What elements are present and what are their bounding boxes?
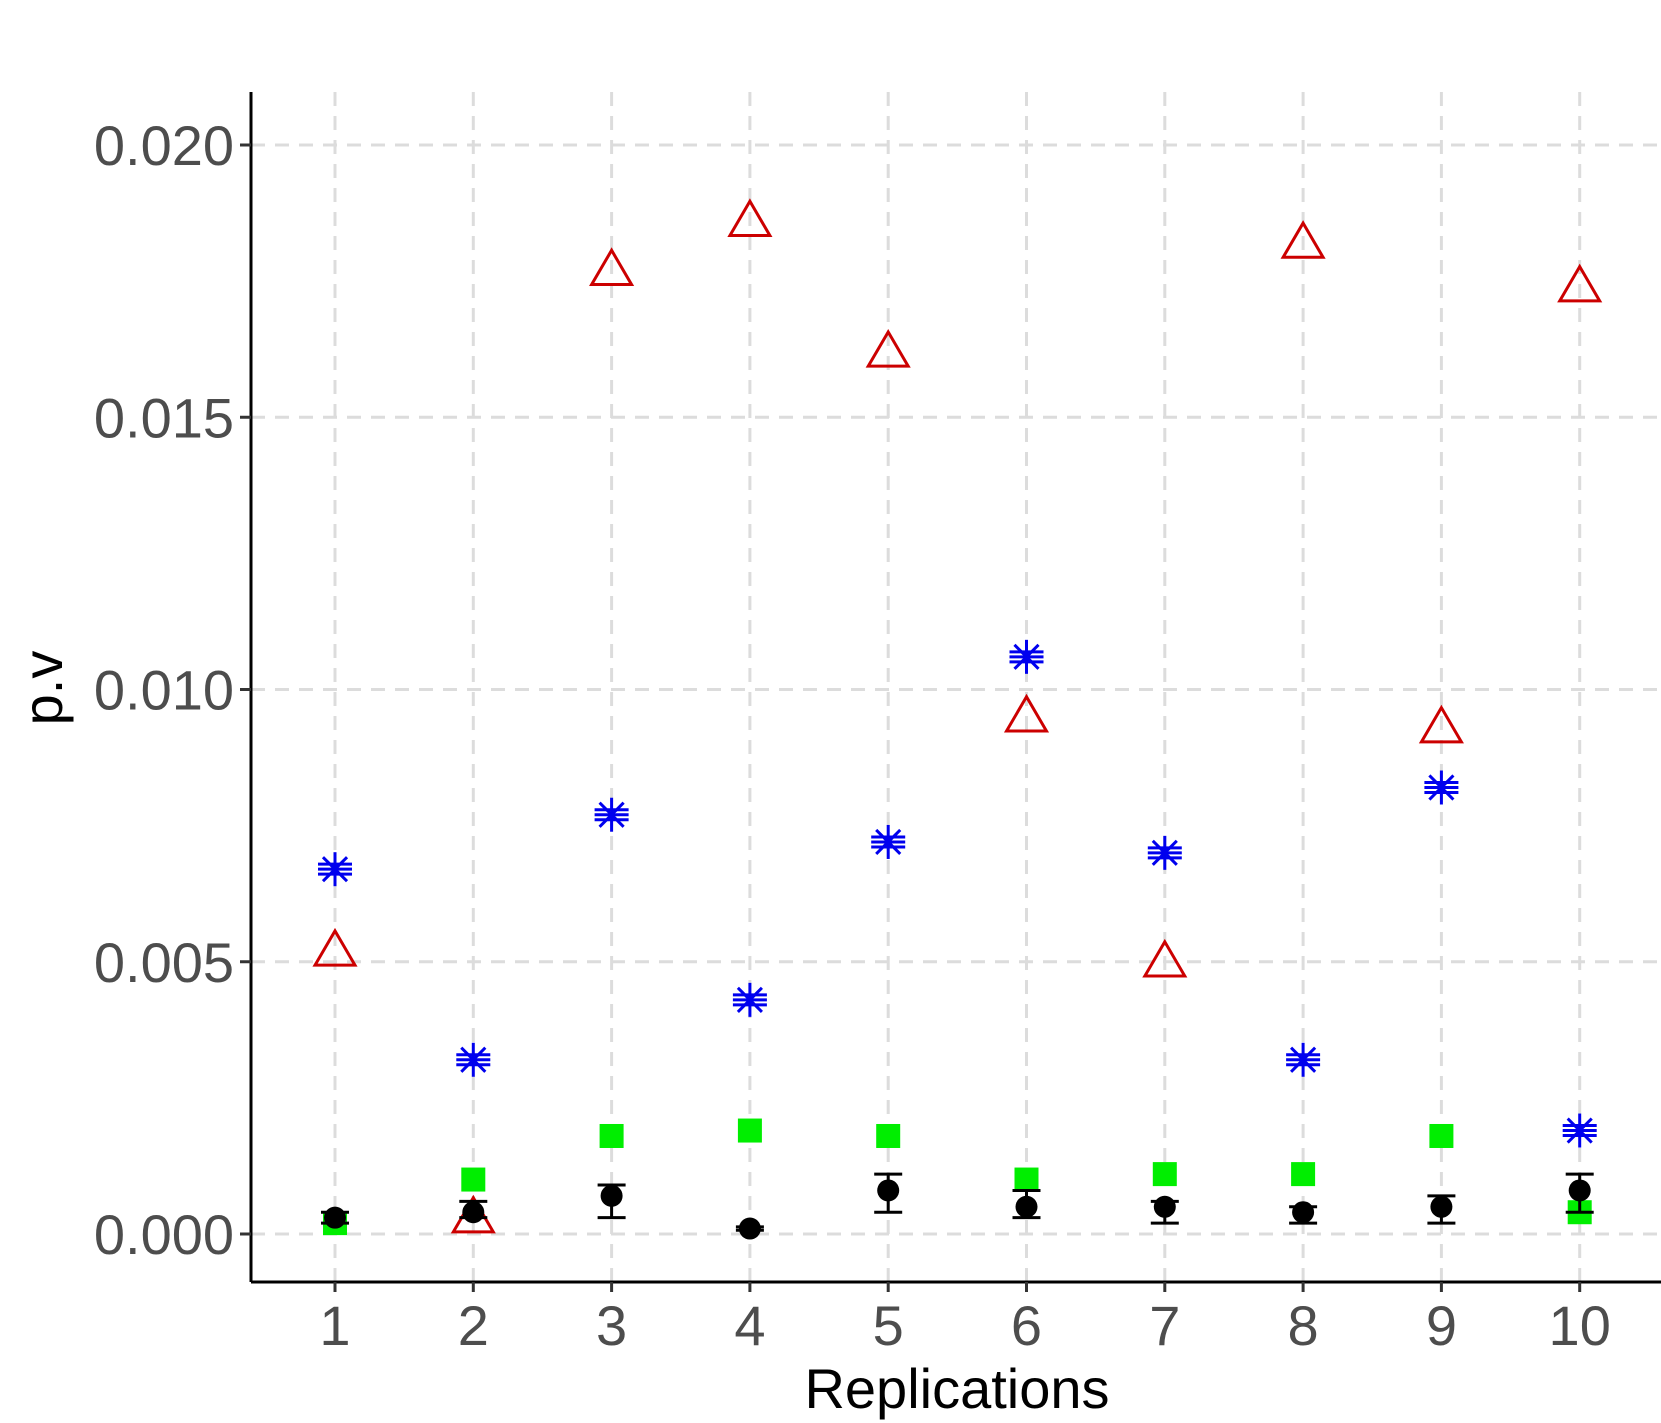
x-tick-label: 5 [873,1294,904,1357]
series-triangle-open [312,198,1603,1234]
x-tick-label: 3 [596,1294,627,1357]
triangle-point [589,247,635,286]
circle-point [1568,1179,1591,1202]
square-point [1291,1162,1316,1187]
asterisk-stroke [1290,1046,1317,1073]
x-tick-label: 2 [458,1294,489,1357]
ticks-layer: 0.000 0.005 0.010 0.015 0.020 1 2 3 4 5 6 7 8 9 10 [94,114,1611,1357]
circle-point [1015,1195,1038,1218]
asterisk-stroke [875,828,902,856]
asterisk-point [1562,1113,1597,1148]
asterisk-stroke [1013,643,1040,670]
asterisk-point [1286,1042,1321,1077]
triangle-point [1418,704,1464,744]
triangle-point [865,328,911,368]
asterisk-stroke [598,801,625,828]
x-tick-label: 8 [1288,1294,1319,1357]
axes-layer [249,92,1661,1284]
asterisk-point [318,852,352,887]
asterisk-stroke [1566,1117,1593,1144]
series-asterisk [318,639,1597,1148]
y-axis-title: p.v [11,651,74,726]
asterisk-point [1009,639,1044,674]
x-tick-label: 6 [1011,1294,1042,1357]
x-axis-title: Replications [804,1357,1109,1420]
square-point [1429,1123,1454,1148]
x-tick-label: 10 [1549,1294,1611,1357]
marks-layer [312,198,1603,1240]
y-tick-label: 0.000 [94,1203,234,1266]
asterisk-stroke [1428,774,1455,801]
circle-point [1430,1195,1453,1218]
triangle-point [312,927,358,967]
circle-point [462,1201,485,1224]
asterisk-point [732,982,767,1017]
x-tick-label: 7 [1149,1294,1180,1357]
square-point [599,1123,624,1148]
asterisk-stroke [460,1046,487,1073]
triangle-point [1142,938,1188,978]
square-point [737,1118,762,1143]
y-tick-label: 0.005 [94,931,234,994]
x-tick-label: 9 [1426,1294,1457,1357]
circle-point [1292,1201,1315,1224]
triangle-point [1557,263,1603,303]
circle-point [738,1217,761,1240]
asterisk-point [1147,835,1182,870]
y-tick-label: 0.020 [94,114,234,177]
square-point [876,1123,901,1148]
y-tick-label: 0.010 [94,659,234,722]
series-circle-errorbar [321,1172,1594,1240]
asterisk-point [594,797,629,832]
circle-point [1153,1195,1176,1218]
square-point [1152,1162,1177,1187]
asterisk-stroke [321,856,349,883]
circle-point [600,1184,623,1207]
x-tick-label: 1 [319,1294,350,1357]
square-point [1014,1167,1039,1192]
triangle-point [1003,693,1050,733]
triangle-point [727,198,773,237]
series-square [323,1118,1592,1236]
asterisk-point [1424,770,1459,805]
y-tick-label: 0.015 [94,386,234,449]
x-tick-label: 4 [734,1294,765,1357]
grid-layer [251,92,1661,1282]
circle-point [324,1206,346,1229]
asterisk-point [871,824,906,859]
asterisk-stroke [1151,839,1178,866]
circle-point [877,1179,900,1202]
asterisk-point [456,1042,491,1077]
triangle-point [1280,220,1326,259]
asterisk-stroke [736,986,763,1013]
square-point [461,1167,486,1192]
